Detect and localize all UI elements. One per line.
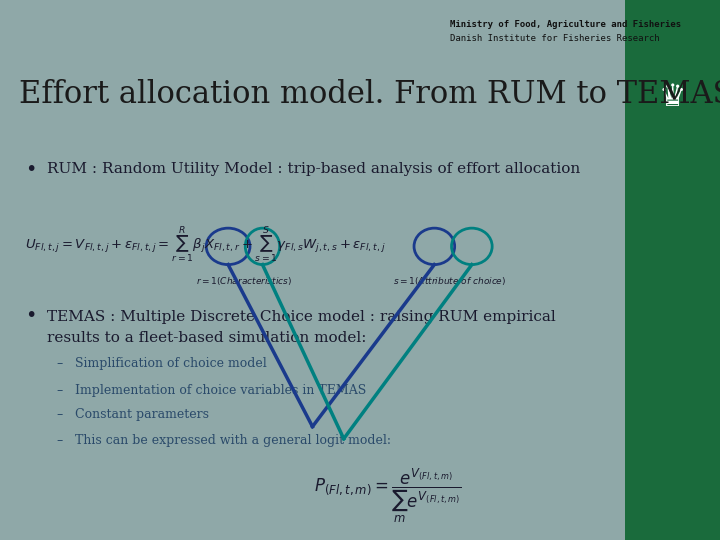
Text: RUM : Random Utility Model : trip-based analysis of effort allocation: RUM : Random Utility Model : trip-based … [47, 163, 580, 177]
Text: $s=1(Attribute\ of\ choice)$: $s=1(Attribute\ of\ choice)$ [393, 275, 507, 287]
Text: –: – [56, 408, 63, 421]
Text: ♛: ♛ [659, 83, 686, 112]
Text: –: – [56, 434, 63, 447]
Text: –: – [56, 357, 63, 370]
Text: •: • [25, 306, 37, 325]
Text: •: • [25, 160, 37, 179]
Text: results to a fleet-based simulation model:: results to a fleet-based simulation mode… [47, 332, 366, 346]
Text: Constant parameters: Constant parameters [75, 408, 209, 421]
Text: Implementation of choice variables in TEMAS: Implementation of choice variables in TE… [75, 383, 366, 397]
Text: TEMAS : Multiple Discrete Choice model : raising RUM empirical: TEMAS : Multiple Discrete Choice model :… [47, 310, 556, 324]
Text: $P_{(Fl,t,m)} = \dfrac{e^{V_{(Fl,t,m)}}}{\sum_m e^{V_{(Fl,t,m)}}}$: $P_{(Fl,t,m)} = \dfrac{e^{V_{(Fl,t,m)}}}… [314, 466, 462, 525]
Text: –: – [56, 383, 63, 397]
Text: Effort allocation model. From RUM to TEMAS: Effort allocation model. From RUM to TEM… [19, 79, 720, 110]
Text: $U_{Fl,t,j} = V_{Fl,t,j} + \varepsilon_{Fl,t,j} = $$\sum_{r=1}^{R} \beta_j X_{Fl: $U_{Fl,t,j} = V_{Fl,t,j} + \varepsilon_{… [25, 225, 386, 264]
Text: Ministry of Food, Agriculture and Fisheries: Ministry of Food, Agriculture and Fisher… [450, 20, 681, 29]
Text: Danish Institute for Fisheries Research: Danish Institute for Fisheries Research [450, 35, 660, 43]
Text: $r=1(Characteristics)$: $r=1(Characteristics)$ [196, 275, 292, 287]
Text: Simplification of choice model: Simplification of choice model [75, 357, 266, 370]
Text: This can be expressed with a general logit model:: This can be expressed with a general log… [75, 434, 391, 447]
